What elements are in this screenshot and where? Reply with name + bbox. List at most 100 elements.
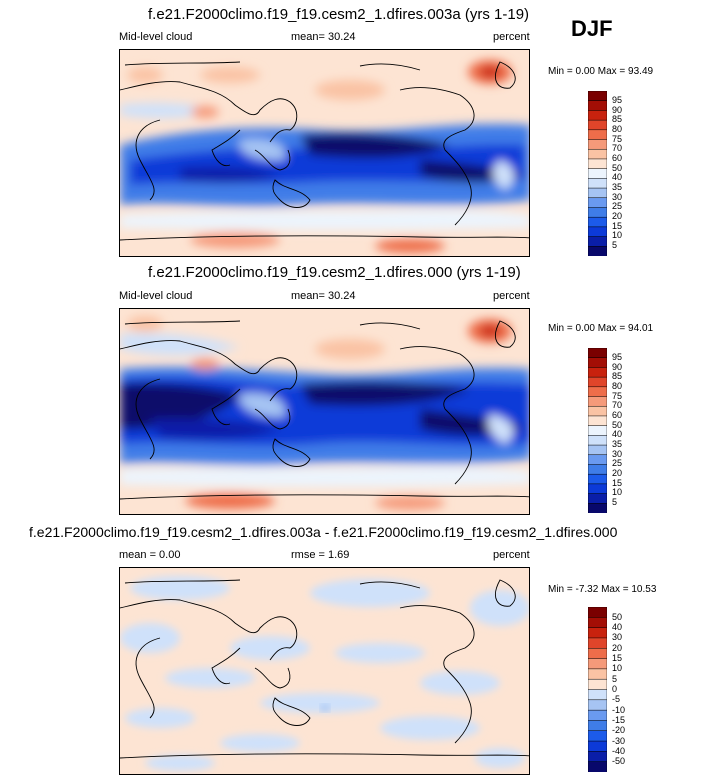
colorbar-segment bbox=[588, 648, 607, 660]
cb1-tick: 5 bbox=[612, 240, 618, 250]
panel-3-colorbar bbox=[588, 607, 607, 772]
panel-2-colorbar bbox=[588, 348, 607, 513]
colorbar-segment bbox=[588, 435, 607, 446]
cb3-tick: -20 bbox=[612, 725, 626, 735]
cb2-tick: 30 bbox=[612, 449, 623, 459]
panel-1-units: percent bbox=[493, 31, 530, 43]
cb2-tick: 15 bbox=[612, 478, 623, 488]
cb2-tick: 35 bbox=[612, 439, 623, 449]
cb3-tick: -40 bbox=[612, 746, 626, 756]
colorbar-segment bbox=[588, 129, 607, 141]
colorbar-segment bbox=[588, 699, 607, 711]
colorbar-segment bbox=[588, 187, 607, 199]
colorbar-segment bbox=[588, 464, 607, 475]
colorbar-segment bbox=[588, 627, 607, 639]
colorbar-segment bbox=[588, 678, 607, 691]
colorbar-segment bbox=[588, 119, 607, 131]
cb2-tick: 60 bbox=[612, 410, 623, 420]
colorbar-segment bbox=[588, 139, 607, 150]
cb1-tick: 10 bbox=[612, 230, 623, 240]
panel-2-variable: Mid-level cloud bbox=[119, 290, 193, 302]
panel-2-title: f.e21.F2000climo.f19_f19.cesm2_1.dfires.… bbox=[148, 264, 521, 281]
colorbar-segment bbox=[588, 415, 607, 427]
cb1-tick: 35 bbox=[612, 182, 623, 192]
colorbar-segment bbox=[588, 607, 607, 618]
cb3-tick: 30 bbox=[612, 632, 623, 642]
panel-3-units: percent bbox=[493, 549, 530, 561]
panel-1-minmax: Min = 0.00 Max = 93.49 bbox=[548, 66, 654, 77]
cb1-tick: 30 bbox=[612, 192, 623, 202]
colorbar-segment bbox=[588, 761, 607, 772]
colorbar-segment bbox=[588, 197, 607, 209]
panel-3-minmax: Min = -7.32 Max = 10.53 bbox=[548, 584, 657, 595]
colorbar-segment bbox=[588, 483, 607, 495]
cb2-tick: 70 bbox=[612, 400, 623, 410]
colorbar-segment bbox=[588, 720, 607, 732]
colorbar-segment bbox=[588, 226, 607, 238]
panel-3-rmse: rmse = 1.69 bbox=[291, 549, 350, 561]
colorbar-segment bbox=[588, 740, 607, 752]
panel-1-colorbar bbox=[588, 91, 607, 256]
cb3-tick: -5 bbox=[612, 694, 621, 704]
cb2-tick: 50 bbox=[612, 420, 623, 430]
colorbar-segment bbox=[588, 236, 607, 247]
colorbar-segment bbox=[588, 751, 607, 763]
cb3-tick: 50 bbox=[612, 612, 623, 622]
panel-1-mean: mean= 30.24 bbox=[291, 31, 356, 43]
panel-1-colorbar-ticks: 95 90 85 80 75 70 60 50 40 35 30 25 20 1… bbox=[612, 91, 652, 256]
cb3-tick: 5 bbox=[612, 674, 618, 684]
colorbar-segment bbox=[588, 91, 607, 102]
cb3-tick: -15 bbox=[612, 715, 626, 725]
panel-2-minmax: Min = 0.00 Max = 94.01 bbox=[548, 323, 654, 334]
cb1-tick: 60 bbox=[612, 153, 623, 163]
cb2-tick: 75 bbox=[612, 391, 623, 401]
panel-3-colorbar-ticks: 50 40 30 20 15 10 5 0 -5 -10 -15 -20 -30… bbox=[612, 607, 652, 772]
colorbar-segment bbox=[588, 617, 607, 629]
season-label: DJF bbox=[571, 16, 613, 41]
cb3-tick: -30 bbox=[612, 736, 626, 746]
colorbar-segment bbox=[588, 405, 607, 417]
colorbar-segment bbox=[588, 730, 607, 742]
cb3-tick: 40 bbox=[612, 622, 623, 632]
panel-1-map bbox=[119, 49, 530, 257]
cb1-tick: 75 bbox=[612, 134, 623, 144]
cb2-tick: 85 bbox=[612, 371, 623, 381]
colorbar-segment bbox=[588, 689, 607, 701]
colorbar-segment bbox=[588, 473, 607, 485]
panel-2-units: percent bbox=[493, 290, 530, 302]
cb1-tick: 40 bbox=[612, 172, 623, 182]
colorbar-segment bbox=[588, 503, 607, 513]
cb1-tick: 95 bbox=[612, 95, 623, 105]
colorbar-segment bbox=[588, 668, 607, 680]
colorbar-segment bbox=[588, 148, 607, 160]
cb1-tick: 90 bbox=[612, 105, 623, 115]
cb3-tick: 10 bbox=[612, 663, 623, 673]
panel-3-title: f.e21.F2000climo.f19_f19.cesm2_1.dfires.… bbox=[29, 524, 618, 540]
cb2-tick: 80 bbox=[612, 381, 623, 391]
panel-1-variable: Mid-level cloud bbox=[119, 31, 193, 43]
colorbar-segment bbox=[588, 168, 607, 179]
panel-3-map bbox=[119, 567, 530, 775]
cb1-tick: 50 bbox=[612, 163, 623, 173]
colorbar-segment bbox=[588, 207, 607, 218]
colorbar-segment bbox=[588, 454, 607, 466]
cb2-tick: 90 bbox=[612, 362, 623, 372]
cb1-tick: 85 bbox=[612, 114, 623, 124]
cb3-tick: 0 bbox=[612, 684, 618, 694]
cb2-tick: 25 bbox=[612, 458, 623, 468]
cb3-tick: -50 bbox=[612, 756, 626, 766]
cb2-tick: 20 bbox=[612, 468, 623, 478]
cb1-tick: 25 bbox=[612, 201, 623, 211]
colorbar-segment bbox=[588, 246, 607, 256]
colorbar-segment bbox=[588, 709, 607, 721]
colorbar-segment bbox=[588, 396, 607, 407]
colorbar-segment bbox=[588, 110, 607, 121]
colorbar-segment bbox=[588, 100, 607, 111]
cb2-tick: 95 bbox=[612, 352, 623, 362]
panel-2-map bbox=[119, 308, 530, 515]
panel-2-colorbar-ticks: 95 90 85 80 75 70 60 50 40 35 30 25 20 1… bbox=[612, 348, 652, 513]
colorbar-segment bbox=[588, 216, 607, 228]
panel-1-title: f.e21.F2000climo.f19_f19.cesm2_1.dfires.… bbox=[148, 6, 530, 23]
cb1-tick: 15 bbox=[612, 221, 623, 231]
cb3-tick: -10 bbox=[612, 705, 626, 715]
